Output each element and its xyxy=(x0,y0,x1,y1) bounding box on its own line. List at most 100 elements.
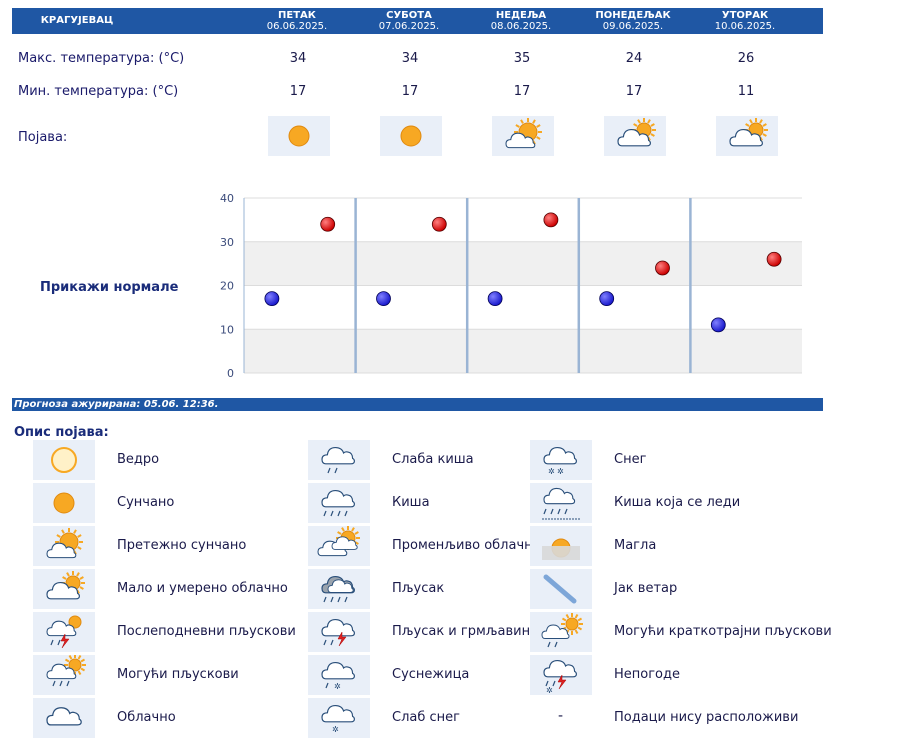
day-date: 06.06.2025. xyxy=(266,21,328,32)
chart-band xyxy=(244,329,802,373)
shower-icon xyxy=(308,569,370,609)
show-normals-link[interactable]: Прикажи нормале xyxy=(40,280,179,295)
min-temp-point xyxy=(376,291,391,307)
storm-icon: ✲ xyxy=(530,655,592,695)
min-temp-value: 17 xyxy=(289,84,307,99)
min-temp-point xyxy=(487,291,503,307)
min-temp-value: 17 xyxy=(401,84,419,99)
no-data-icon: - xyxy=(558,708,564,724)
max-temp-value: 26 xyxy=(737,51,755,66)
legend-label: Суснежица xyxy=(392,667,470,682)
legend-label: Претежно сунчано xyxy=(117,538,247,553)
day-header: НЕДЕЉА 08.06.2025. xyxy=(466,10,576,32)
y-tick-label: 20 xyxy=(220,280,234,293)
max-temp-point xyxy=(431,216,447,232)
legend-label: Слаба киша xyxy=(392,452,474,467)
partly-cloudy-icon xyxy=(716,116,778,156)
legend-label: Пљусак и грмљавина xyxy=(392,624,539,639)
legend-label: Непогоде xyxy=(614,667,680,682)
legend-label: Јак ветар xyxy=(614,581,678,596)
forecast-updated-bar: Прогноза ажурирана: 05.06. 12:36. xyxy=(12,398,823,411)
chart-band xyxy=(244,241,802,286)
city-name: КРАГУЈЕВАЦ xyxy=(40,15,114,26)
fog-icon xyxy=(530,526,592,566)
min-temp-value: 11 xyxy=(737,84,755,99)
max-temp-value: 34 xyxy=(289,51,307,66)
max-temp-label: Макс. температура: (°C) xyxy=(18,51,185,66)
sleet-icon: ✲ xyxy=(308,655,370,695)
afternoon-showers-icon xyxy=(33,612,95,652)
max-temp-value: 34 xyxy=(401,51,419,66)
partly-cloudy-icon xyxy=(604,116,666,156)
day-header: СУБОТА 07.06.2025. xyxy=(354,10,464,32)
max-temp-point xyxy=(655,260,670,276)
svg-text:✲: ✲ xyxy=(334,682,341,691)
max-temp-point xyxy=(320,216,336,232)
day-date: 09.06.2025. xyxy=(602,21,664,32)
svg-text:✲: ✲ xyxy=(548,467,555,476)
freezing-rain-icon xyxy=(530,483,592,523)
y-tick-label: 10 xyxy=(220,323,234,336)
snow-icon: ✲ ✲ xyxy=(530,440,592,480)
legend-label: Променљиво облачно xyxy=(392,538,541,553)
phenomenon-label: Појава: xyxy=(18,130,68,145)
rain-icon xyxy=(308,483,370,523)
legend-label: Слаб снег xyxy=(392,710,460,725)
legend-label: Сунчано xyxy=(117,495,175,510)
clear-icon xyxy=(33,440,95,480)
min-temp-point xyxy=(264,291,280,307)
legend-label: Пљусак xyxy=(392,581,445,596)
forecast-updated-text: Прогноза ажурирана: 05.06. 12:36. xyxy=(14,399,219,410)
day-date: 08.06.2025. xyxy=(490,21,552,32)
y-tick-label: 30 xyxy=(220,236,234,249)
legend-label: Облачно xyxy=(117,710,176,725)
legend-label: Киша xyxy=(392,495,430,510)
chart-band xyxy=(244,285,802,330)
min-temp-value: 17 xyxy=(513,84,531,99)
legend-title: Опис појава: xyxy=(14,425,109,440)
possible-showers-icon xyxy=(33,654,95,695)
light-rain-icon xyxy=(308,440,370,480)
day-date: 10.06.2025. xyxy=(714,21,776,32)
svg-text:✲: ✲ xyxy=(332,725,339,734)
partly-cloudy-icon xyxy=(33,569,95,609)
day-header: ПОНЕДЕЉАК 09.06.2025. xyxy=(578,10,688,32)
sunny-icon xyxy=(33,483,95,523)
min-temp-point xyxy=(599,291,615,307)
y-tick-label: 40 xyxy=(220,192,234,205)
forecast-header: КРАГУЈЕВАЦ ПЕТАК 06.06.2025. СУБОТА 07.06.… xyxy=(12,8,823,34)
max-temp-point xyxy=(766,251,782,267)
mostly-sunny-icon xyxy=(33,526,95,566)
chart-band xyxy=(244,198,802,242)
min-temp-value: 17 xyxy=(625,84,643,99)
variable-cloudy-icon xyxy=(308,526,370,566)
y-tick-label: 0 xyxy=(227,367,234,380)
max-temp-value: 35 xyxy=(513,51,531,66)
legend-label: Могући краткотрајни пљускови xyxy=(614,624,832,639)
svg-text:✲: ✲ xyxy=(557,467,564,476)
day-header: УТОРАК 10.06.2025. xyxy=(690,10,800,32)
legend-label: Мало и умерено облачно xyxy=(117,581,288,596)
legend-label: Киша која се леди xyxy=(614,495,741,510)
sunny-icon xyxy=(268,116,330,156)
day-date: 07.06.2025. xyxy=(378,21,440,32)
sunny-icon xyxy=(380,116,442,156)
mostly-sunny-icon xyxy=(492,116,554,156)
min-temp-point xyxy=(710,317,726,333)
light-snow-icon: ✲ xyxy=(308,698,370,738)
day-header: ПЕТАК 06.06.2025. xyxy=(242,10,352,32)
strong-wind-icon xyxy=(530,569,592,609)
temperature-chart: 0 10 20 30 40 xyxy=(220,192,802,380)
legend-label: Снег xyxy=(614,452,647,467)
cloudy-icon xyxy=(33,698,95,738)
svg-text:✲: ✲ xyxy=(546,686,553,695)
thunder-shower-icon xyxy=(308,612,370,652)
legend-label: Послеподневни пљускови xyxy=(117,624,296,639)
max-temp-point xyxy=(543,212,559,228)
max-temp-value: 24 xyxy=(625,51,643,66)
legend-label: Ведро xyxy=(117,452,160,467)
legend-label: Подаци нису расположиви xyxy=(614,710,799,725)
min-temp-label: Мин. температура: (°C) xyxy=(18,84,179,99)
brief-showers-icon xyxy=(530,612,592,652)
legend-label: Могући пљускови xyxy=(117,667,239,682)
